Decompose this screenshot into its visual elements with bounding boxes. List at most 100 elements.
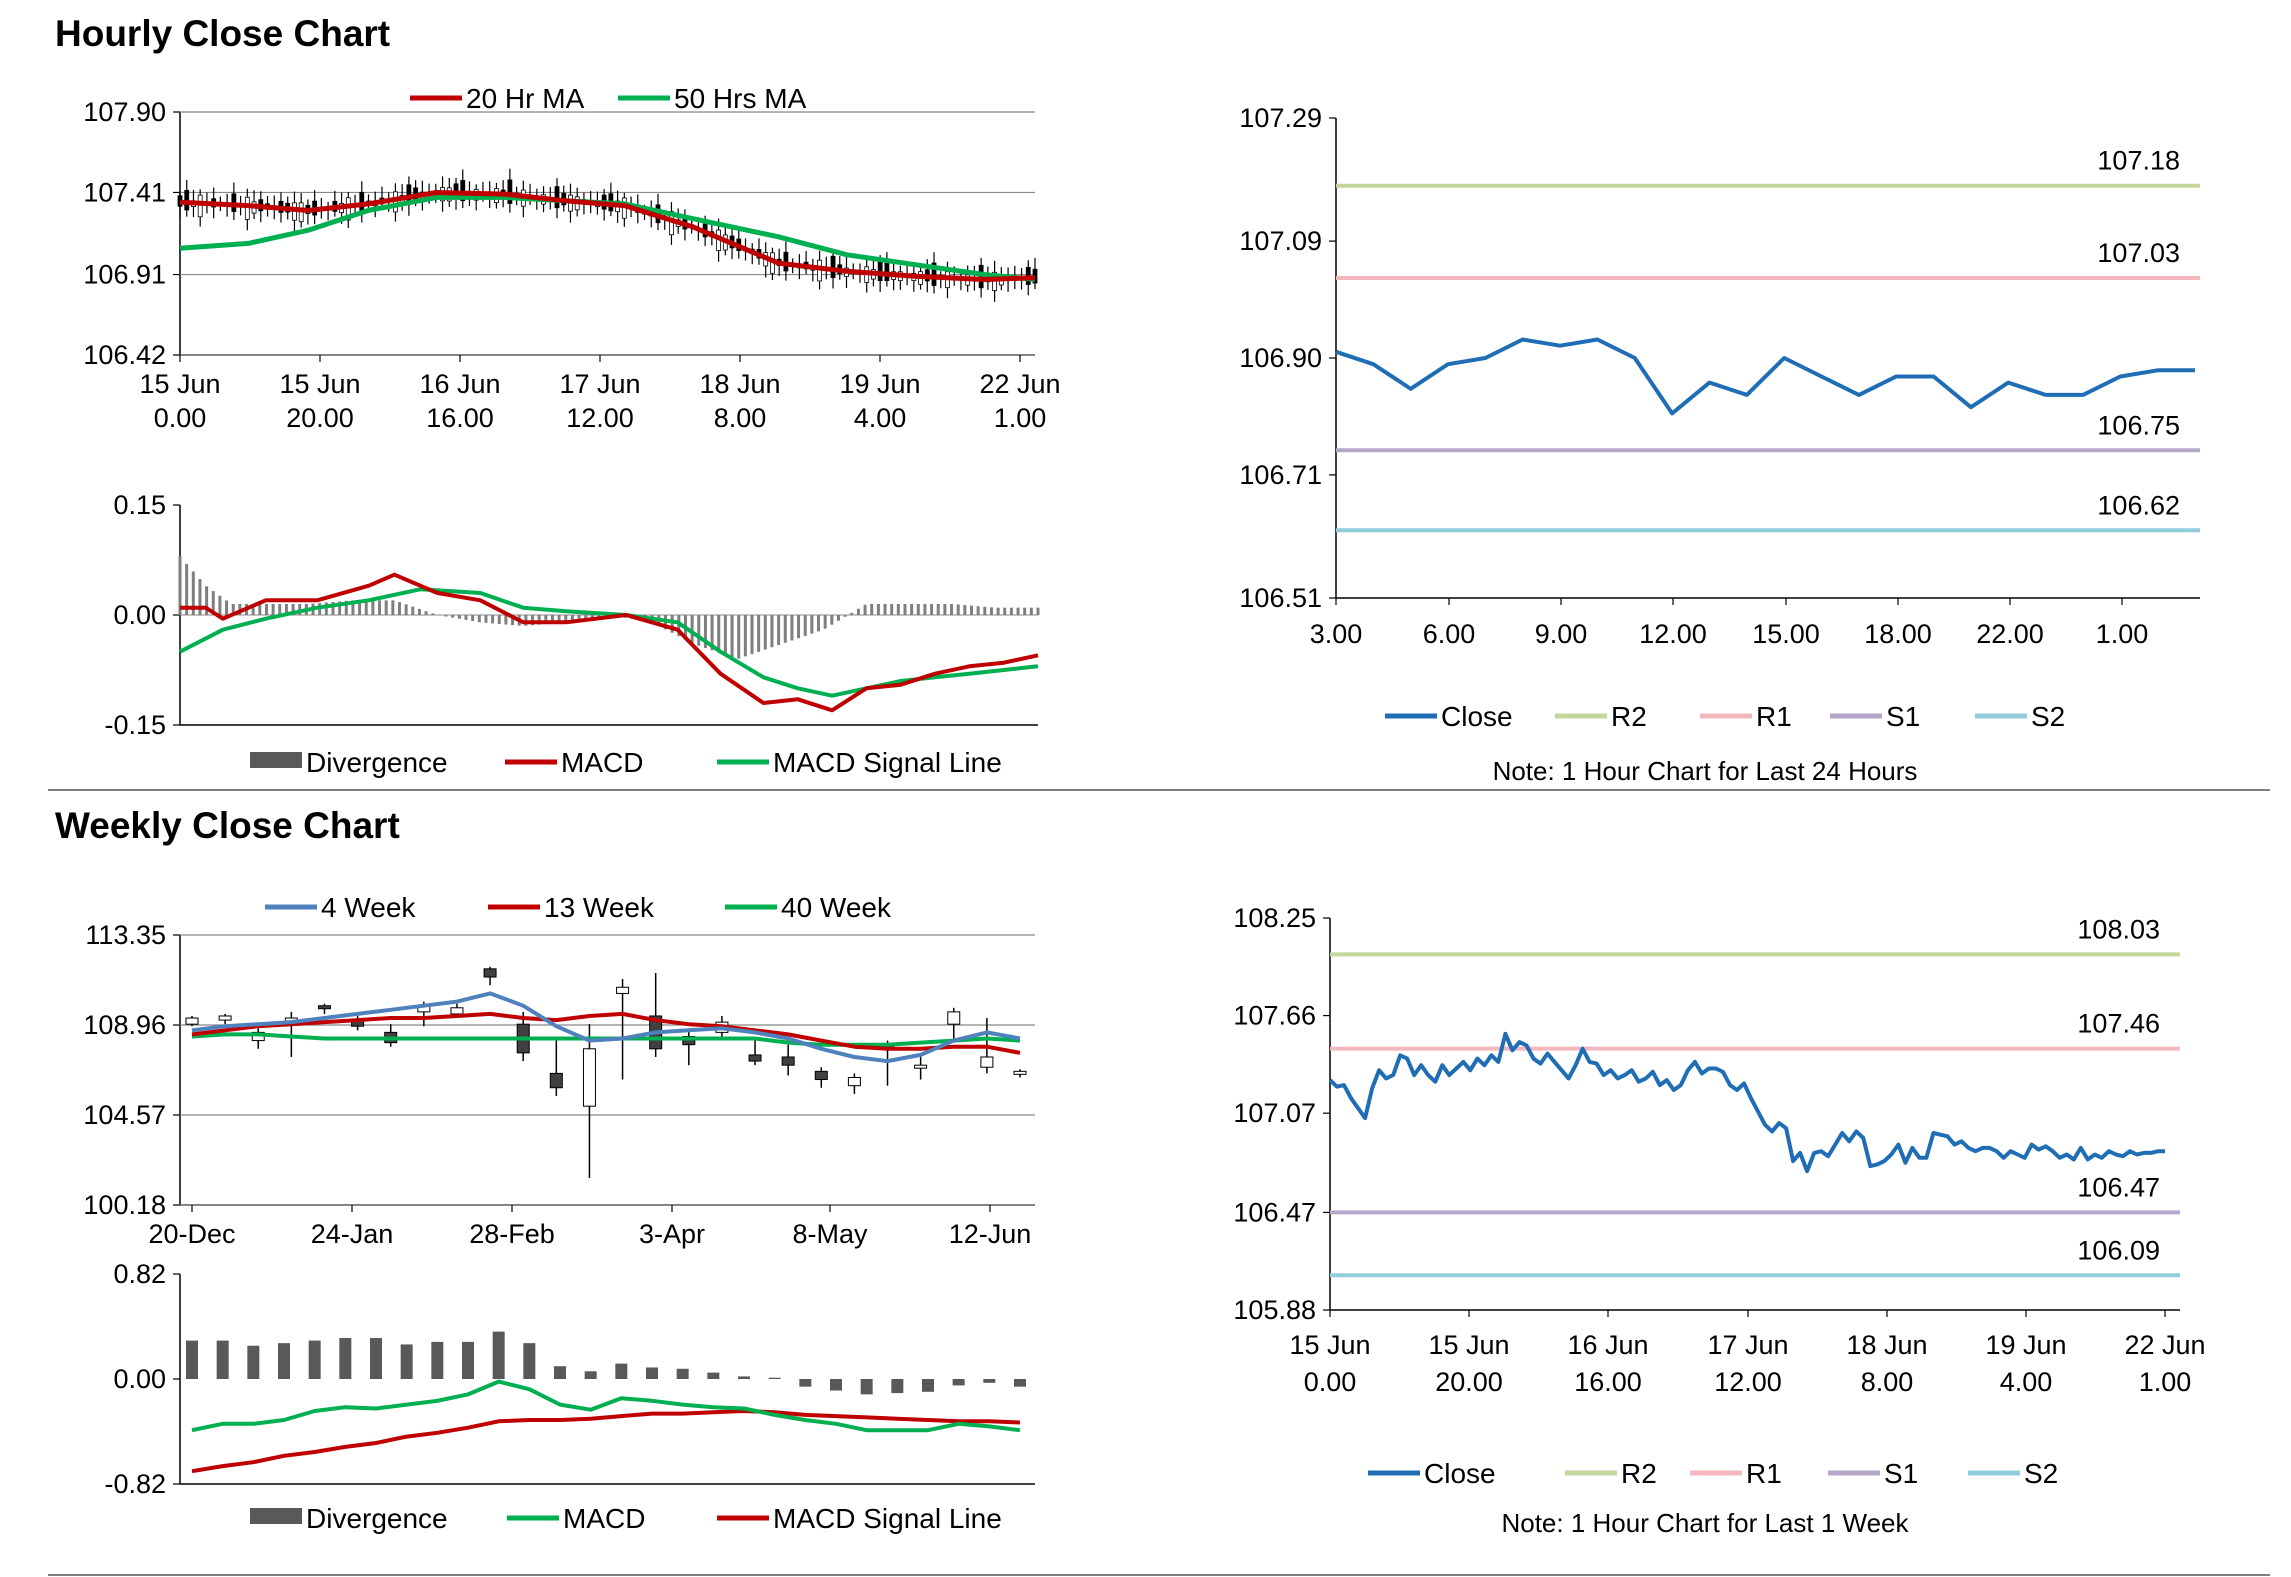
hourly-divergence-bar bbox=[976, 606, 980, 615]
weekly-macd-y-tick-label: 0.82 bbox=[113, 1259, 166, 1289]
hourly-divergence-bar bbox=[411, 606, 415, 615]
hourly-divergence-bar bbox=[378, 600, 382, 615]
hourly-candle-body bbox=[345, 197, 351, 221]
hourly-divergence-bar bbox=[677, 615, 681, 637]
hourly-close-x-label: 6.00 bbox=[1423, 619, 1476, 649]
hourly-price-x-label: 18 Jun bbox=[699, 369, 780, 399]
hourly-divergence-bar bbox=[777, 615, 781, 646]
weekly-candle-body bbox=[483, 968, 497, 978]
hourly-divergence-bar bbox=[484, 615, 488, 623]
hourly-close-y-tick-label: 106.90 bbox=[1239, 343, 1322, 373]
weekly-close-y-tick-label: 108.25 bbox=[1233, 903, 1316, 933]
weekly-candle-body bbox=[616, 986, 630, 994]
hourly-divergence-bar bbox=[284, 604, 288, 615]
weekly-legend-macd-signal-label: MACD Signal Line bbox=[773, 1503, 1002, 1534]
hourly-divergence-bar bbox=[763, 615, 767, 650]
hourly-candle-body bbox=[830, 255, 836, 279]
hourly-divergence-bar bbox=[371, 600, 375, 615]
weekly-legend-divergence-label: Divergence bbox=[306, 1503, 448, 1534]
weekly-close-x-label: 16 Jun bbox=[1567, 1330, 1648, 1360]
hourly-close-legend-s1-label: S1 bbox=[1886, 701, 1920, 732]
hourly-divergence-bar bbox=[923, 604, 927, 615]
hourly-candle-body bbox=[507, 179, 513, 204]
hourly-divergence-bar bbox=[344, 600, 348, 615]
weekly-close-x-label: 4.00 bbox=[2000, 1367, 2053, 1397]
hourly-close-x-label: 9.00 bbox=[1535, 619, 1588, 649]
hourly-close-y-tick-label: 107.09 bbox=[1239, 226, 1322, 256]
hourly-divergence-bar bbox=[896, 604, 900, 615]
weekly-divergence-bar bbox=[308, 1340, 321, 1379]
weekly-candle-body bbox=[781, 1056, 795, 1066]
hourly-divergence-bar bbox=[384, 600, 388, 615]
hourly-macd-y-tick-label: -0.15 bbox=[104, 710, 166, 740]
hourly-close-close-line bbox=[1335, 337, 2195, 416]
hourly-section-title: Hourly Close Chart bbox=[55, 13, 390, 54]
weekly-close-legend-close-label: Close bbox=[1424, 1458, 1496, 1489]
hourly-price-x-label: 20.00 bbox=[286, 403, 354, 433]
hourly-divergence-bar bbox=[205, 586, 209, 615]
hourly-divergence-bar bbox=[491, 615, 495, 624]
hourly-close-x-label: 1.00 bbox=[2096, 619, 2149, 649]
hourly-close-legend-r2-label: R2 bbox=[1611, 701, 1647, 732]
weekly-candle-body bbox=[317, 1005, 331, 1010]
hourly-candle-body bbox=[197, 194, 203, 218]
weekly-candle-body bbox=[914, 1064, 928, 1069]
hourly-legend-divergence-label: Divergence bbox=[306, 747, 448, 778]
hourly-legend-divergence-swatch bbox=[250, 752, 302, 768]
weekly-legend-divergence-swatch bbox=[250, 1508, 302, 1524]
hourly-divergence-bar bbox=[717, 615, 721, 653]
hourly-divergence-bar bbox=[564, 615, 568, 623]
hourly-divergence-bar bbox=[351, 600, 355, 615]
hourly-divergence-bar bbox=[770, 615, 774, 648]
hourly-close-y-tick-label: 106.51 bbox=[1239, 583, 1322, 613]
hourly-divergence-bar bbox=[803, 615, 807, 636]
weekly-divergence-bar bbox=[860, 1379, 873, 1395]
weekly-close-x-label: 12.00 bbox=[1714, 1367, 1782, 1397]
hourly-divergence-bar bbox=[670, 615, 674, 633]
hourly-divergence-bar bbox=[730, 615, 734, 658]
hourly-divergence-bar bbox=[291, 604, 295, 615]
hourly-divergence-bar bbox=[584, 615, 588, 619]
weekly-close-x-label: 16.00 bbox=[1574, 1367, 1642, 1397]
weekly-divergence-bar bbox=[830, 1379, 842, 1391]
weekly-macd-y-tick-label: 0.00 bbox=[113, 1364, 166, 1394]
weekly-close-legend-s2-label: S2 bbox=[2024, 1458, 2058, 1489]
hourly-close-level-label-r1: 107.03 bbox=[2097, 238, 2180, 268]
hourly-divergence-bar bbox=[703, 615, 707, 648]
hourly-divergence-bar bbox=[883, 604, 887, 615]
hourly-divergence-bar bbox=[497, 615, 501, 624]
hourly-divergence-bar bbox=[404, 604, 408, 615]
weekly-price-y-tick-label: 113.35 bbox=[85, 920, 166, 950]
hourly-macd-chart: 0.15 0.00 -0.15 Divergence MACD MACD Signal L… bbox=[104, 490, 1040, 778]
hourly-divergence-bar bbox=[823, 615, 827, 629]
hourly-price-y-tick-label: 106.42 bbox=[83, 340, 166, 370]
hourly-divergence-bar bbox=[590, 615, 594, 618]
hourly-divergence-bar bbox=[511, 615, 515, 626]
weekly-macd-line bbox=[191, 1379, 1021, 1433]
weekly-close-x-label: 8.00 bbox=[1861, 1367, 1914, 1397]
hourly-close-legend-s2-label: S2 bbox=[2031, 701, 2065, 732]
hourly-divergence-bar bbox=[856, 608, 860, 615]
hourly-divergence-bar bbox=[417, 608, 421, 615]
hourly-divergence-bar bbox=[1023, 607, 1027, 615]
weekly-close-chart: 108.25 107.66 107.07 106.47 105.88 108.03 107.… bbox=[1233, 903, 2205, 1538]
weekly-divergence-bar bbox=[738, 1376, 750, 1379]
hourly-close-x-label: 22.00 bbox=[1976, 619, 2044, 649]
weekly-macd-chart: 0.82 0.00 -0.82 Divergence MACD MACD Signal L… bbox=[104, 1259, 1035, 1534]
weekly-candle-body bbox=[450, 1007, 464, 1015]
hourly-price-x-label: 4.00 bbox=[854, 403, 907, 433]
weekly-close-legend-r2-label: R2 bbox=[1621, 1458, 1657, 1489]
hourly-price-x-label: 1.00 bbox=[994, 403, 1047, 433]
hourly-divergence-bar bbox=[324, 602, 328, 615]
weekly-close-legend-s1-label: S1 bbox=[1884, 1458, 1918, 1489]
weekly-candle-body bbox=[980, 1056, 994, 1068]
weekly-divergence-bar bbox=[646, 1367, 658, 1379]
weekly-close-x-label: 20.00 bbox=[1435, 1367, 1503, 1397]
hourly-price-x-label: 16.00 bbox=[426, 403, 494, 433]
hourly-divergence-bar bbox=[910, 604, 914, 615]
weekly-divergence-bar bbox=[216, 1340, 229, 1379]
hourly-divergence-bar bbox=[870, 604, 874, 615]
weekly-close-note: Note: 1 Hour Chart for Last 1 Week bbox=[1501, 1508, 1909, 1538]
